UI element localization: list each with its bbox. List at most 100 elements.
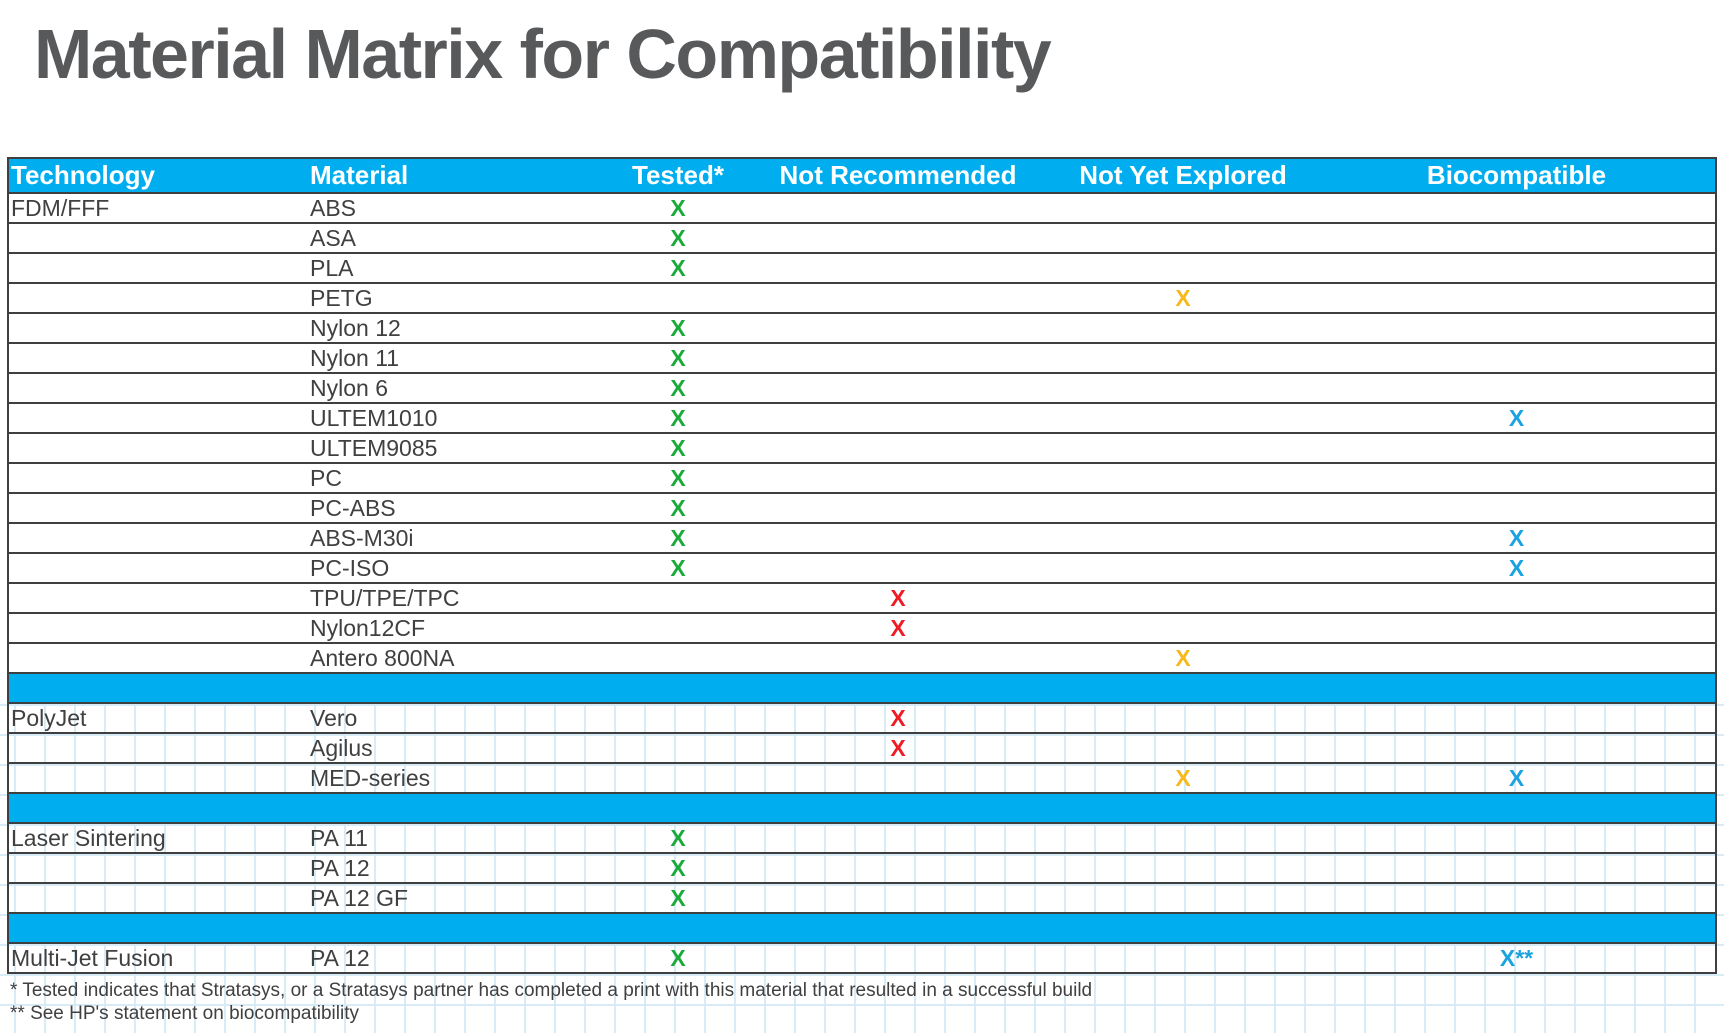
biocompatible-mark [1318, 883, 1717, 914]
table-row: PA 12 X [7, 853, 1717, 884]
material-cell: PLA [308, 253, 608, 284]
technology-cell [7, 553, 308, 584]
tested-mark: X [608, 313, 748, 344]
biocompatible-mark [1318, 223, 1717, 254]
not-yet-explored-mark [1048, 553, 1318, 584]
section-divider [7, 673, 1717, 704]
not-yet-explored-mark [1048, 223, 1318, 254]
section-divider [7, 913, 1717, 944]
not-recommended-mark: X [748, 733, 1048, 764]
biocompatible-mark [1318, 733, 1717, 764]
table-row: MED-series X X [7, 763, 1717, 794]
tested-mark: X [608, 463, 748, 494]
technology-cell [7, 853, 308, 884]
table-row: Agilus X [7, 733, 1717, 764]
biocompatible-mark [1318, 643, 1717, 674]
material-cell: ASA [308, 223, 608, 254]
not-yet-explored-mark [1048, 373, 1318, 404]
material-cell: ULTEM1010 [308, 403, 608, 434]
not-recommended-mark [748, 373, 1048, 404]
header-row: Technology Material Tested* Not Recommen… [7, 157, 1717, 194]
biocompatible-mark [1318, 253, 1717, 284]
table-row: TPU/TPE/TPC X [7, 583, 1717, 614]
not-recommended-mark [748, 253, 1048, 284]
technology-cell [7, 583, 308, 614]
table-row: ULTEM1010 X X [7, 403, 1717, 434]
compatibility-matrix: Technology Material Tested* Not Recommen… [7, 157, 1717, 974]
biocompatible-mark [1318, 283, 1717, 314]
not-recommended-mark [748, 643, 1048, 674]
table-row: Multi-Jet Fusion PA 12 X X** [7, 943, 1717, 974]
tested-mark: X [608, 253, 748, 284]
matrix-body: FDM/FFF ABS X ASA X PLA X PETG X Nylon 12 X Nylon 1… [7, 193, 1717, 974]
biocompatible-mark: X** [1318, 943, 1717, 974]
biocompatible-mark [1318, 193, 1717, 224]
not-recommended-mark [748, 433, 1048, 464]
not-yet-explored-mark: X [1048, 643, 1318, 674]
not-recommended-mark [748, 853, 1048, 884]
material-cell: PA 12 [308, 943, 608, 974]
table-row: PC-ABS X [7, 493, 1717, 524]
not-yet-explored-mark [1048, 943, 1318, 974]
not-yet-explored-mark [1048, 733, 1318, 764]
header-tested: Tested* [608, 157, 748, 194]
tested-mark: X [608, 433, 748, 464]
technology-cell [7, 253, 308, 284]
footnote-biocompatible: ** See HP's statement on biocompatibilit… [10, 1003, 359, 1024]
technology-cell: FDM/FFF [7, 193, 308, 224]
table-row: Antero 800NA X [7, 643, 1717, 674]
biocompatible-mark [1318, 343, 1717, 374]
table-row: PLA X [7, 253, 1717, 284]
biocompatible-mark [1318, 463, 1717, 494]
not-yet-explored-mark [1048, 253, 1318, 284]
not-recommended-mark [748, 493, 1048, 524]
material-cell: Nylon 12 [308, 313, 608, 344]
tested-mark: X [608, 943, 748, 974]
header-biocompatible: Biocompatible [1318, 157, 1717, 194]
technology-cell [7, 763, 308, 794]
table-row: Nylon 12 X [7, 313, 1717, 344]
technology-cell [7, 643, 308, 674]
table-row: ULTEM9085 X [7, 433, 1717, 464]
material-cell: TPU/TPE/TPC [308, 583, 608, 614]
tested-mark [608, 733, 748, 764]
not-yet-explored-mark [1048, 433, 1318, 464]
technology-cell [7, 613, 308, 644]
biocompatible-mark [1318, 853, 1717, 884]
technology-cell [7, 493, 308, 524]
header-not-recommended: Not Recommended [748, 157, 1048, 194]
not-recommended-mark [748, 193, 1048, 224]
biocompatible-mark [1318, 433, 1717, 464]
biocompatible-mark [1318, 703, 1717, 734]
table-row: PC X [7, 463, 1717, 494]
biocompatible-mark [1318, 613, 1717, 644]
not-recommended-mark [748, 763, 1048, 794]
material-cell: PETG [308, 283, 608, 314]
material-cell: Antero 800NA [308, 643, 608, 674]
not-recommended-mark [748, 553, 1048, 584]
header-material: Material [308, 157, 608, 194]
section-divider-row [7, 913, 1717, 944]
material-cell: Nylon 6 [308, 373, 608, 404]
biocompatible-mark [1318, 583, 1717, 614]
tested-mark: X [608, 343, 748, 374]
technology-cell [7, 733, 308, 764]
not-recommended-mark: X [748, 583, 1048, 614]
tested-mark: X [608, 493, 748, 524]
not-recommended-mark: X [748, 703, 1048, 734]
table-row: PolyJet Vero X [7, 703, 1717, 734]
not-recommended-mark [748, 463, 1048, 494]
material-cell: PA 11 [308, 823, 608, 854]
not-yet-explored-mark [1048, 523, 1318, 554]
technology-cell [7, 883, 308, 914]
biocompatible-mark: X [1318, 403, 1717, 434]
material-cell: PA 12 GF [308, 883, 608, 914]
not-recommended-mark [748, 223, 1048, 254]
not-yet-explored-mark [1048, 493, 1318, 524]
not-yet-explored-mark [1048, 193, 1318, 224]
not-yet-explored-mark [1048, 883, 1318, 914]
biocompatible-mark: X [1318, 523, 1717, 554]
material-cell: Nylon12CF [308, 613, 608, 644]
not-yet-explored-mark [1048, 583, 1318, 614]
biocompatible-mark [1318, 493, 1717, 524]
